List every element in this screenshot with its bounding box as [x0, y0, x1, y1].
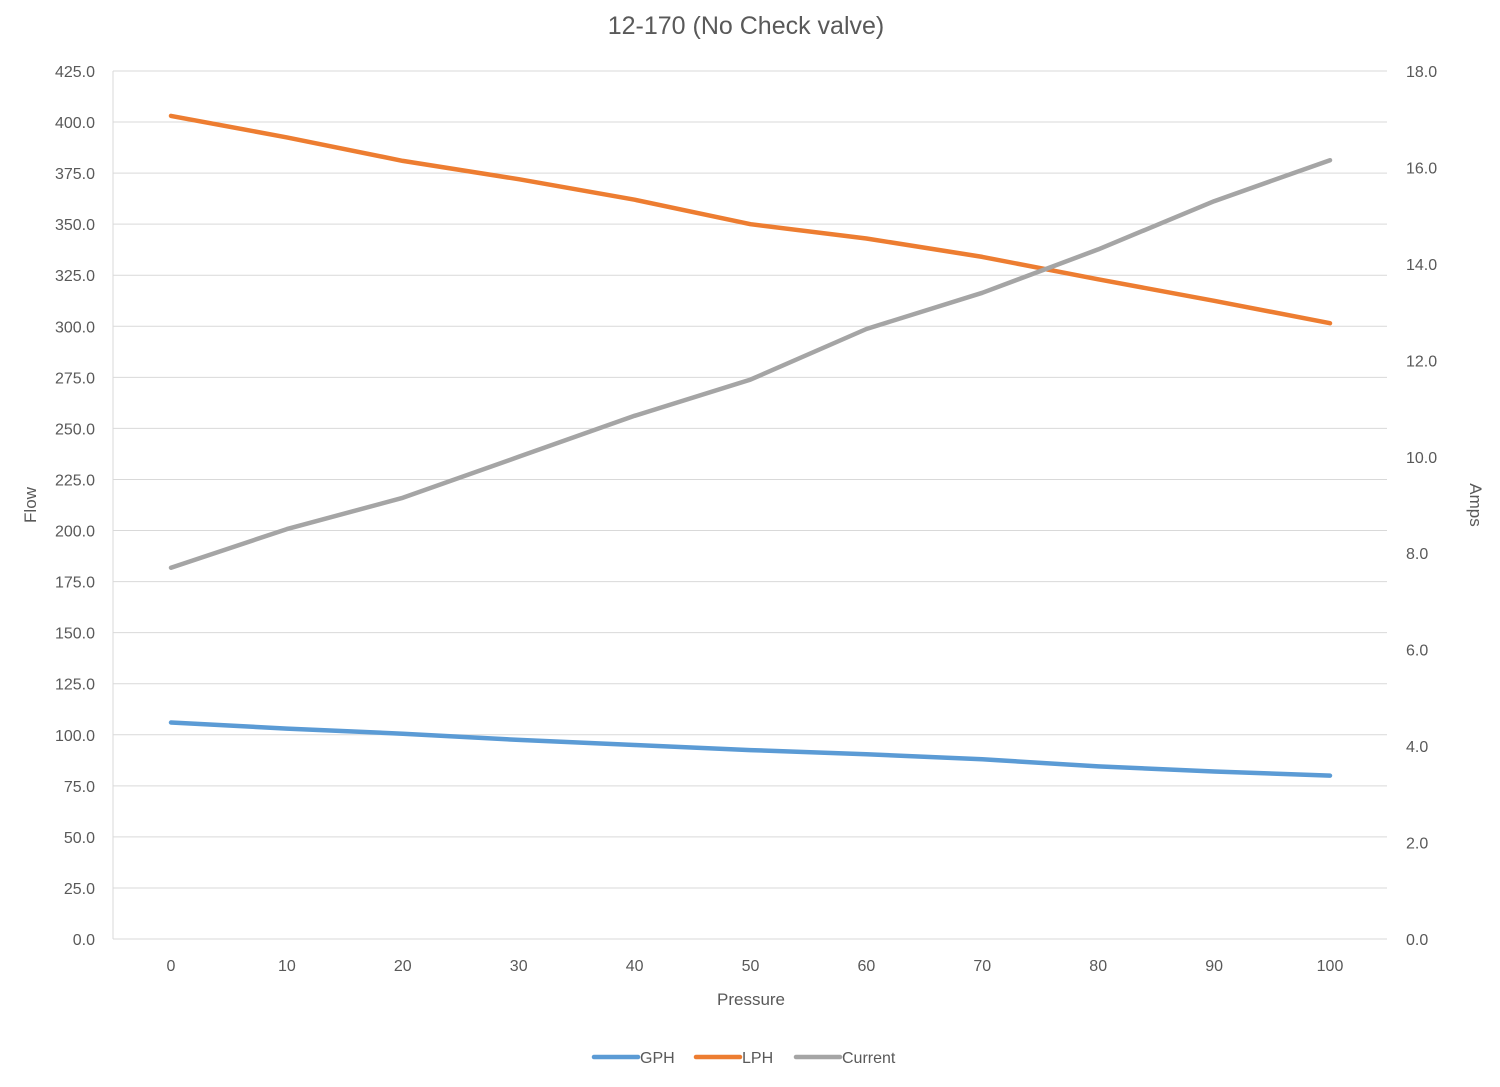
left-axis-ticks: 0.0 25.0 50.0 75.0 100.0 125.0 150.0 175.0 200.0…	[55, 64, 95, 949]
right-tick-label: 8.0	[1406, 546, 1428, 563]
x-tick-label: 100	[1317, 958, 1344, 975]
left-tick-label: 150.0	[55, 626, 95, 643]
x-tick-label: 40	[626, 958, 644, 975]
right-tick-label: 14.0	[1406, 257, 1437, 274]
left-tick-label: 300.0	[55, 319, 95, 336]
x-tick-label: 30	[510, 958, 528, 975]
left-tick-label: 350.0	[55, 217, 95, 234]
left-tick-label: 25.0	[64, 881, 95, 898]
left-tick-label: 375.0	[55, 166, 95, 183]
legend-label-current: Current	[842, 1050, 896, 1067]
x-axis-ticks: 0 10 20 30 40 50 60 70 80 90 100	[167, 958, 1344, 975]
x-tick-label: 50	[742, 958, 760, 975]
left-tick-label: 200.0	[55, 524, 95, 541]
legend-label-lph: LPH	[742, 1050, 773, 1067]
x-tick-label: 20	[394, 958, 412, 975]
x-tick-label: 60	[858, 958, 876, 975]
right-tick-label: 12.0	[1406, 353, 1437, 370]
left-tick-label: 125.0	[55, 677, 95, 694]
x-tick-label: 0	[167, 958, 176, 975]
left-tick-label: 275.0	[55, 370, 95, 387]
left-tick-label: 100.0	[55, 728, 95, 745]
y2-axis-title: Amps	[1466, 483, 1485, 526]
series-line-gph	[168, 720, 1333, 778]
series-line-current	[168, 157, 1333, 570]
left-tick-label: 0.0	[73, 932, 95, 949]
x-tick-label: 70	[973, 958, 991, 975]
right-tick-label: 16.0	[1406, 160, 1437, 177]
x-tick-label: 10	[278, 958, 296, 975]
left-tick-label: 225.0	[55, 472, 95, 489]
legend-label-gph: GPH	[640, 1050, 675, 1067]
left-tick-label: 325.0	[55, 268, 95, 285]
left-tick-label: 175.0	[55, 575, 95, 592]
right-tick-label: 4.0	[1406, 739, 1428, 756]
gridlines	[113, 70, 1387, 940]
chart-title: 12-170 (No Check valve)	[608, 12, 885, 40]
legend: GPH LPH Current	[591, 1050, 896, 1067]
left-tick-label: 400.0	[55, 115, 95, 132]
series-lines	[168, 113, 1333, 778]
y-axis-title: Flow	[21, 486, 40, 523]
left-tick-label: 250.0	[55, 421, 95, 438]
left-tick-label: 50.0	[64, 830, 95, 847]
right-axis-ticks: 0.0 2.0 4.0 6.0 8.0 10.0 12.0 14.0 16.0 18.0	[1406, 64, 1437, 949]
right-tick-label: 10.0	[1406, 450, 1437, 467]
x-tick-label: 90	[1205, 958, 1223, 975]
left-tick-label: 425.0	[55, 64, 95, 81]
right-tick-label: 0.0	[1406, 932, 1428, 949]
x-tick-label: 80	[1089, 958, 1107, 975]
right-tick-label: 2.0	[1406, 836, 1428, 853]
left-tick-label: 75.0	[64, 779, 95, 796]
right-tick-label: 6.0	[1406, 643, 1428, 660]
right-tick-label: 18.0	[1406, 64, 1437, 81]
x-axis-title: Pressure	[717, 990, 785, 1009]
series-line-lph	[168, 113, 1333, 326]
